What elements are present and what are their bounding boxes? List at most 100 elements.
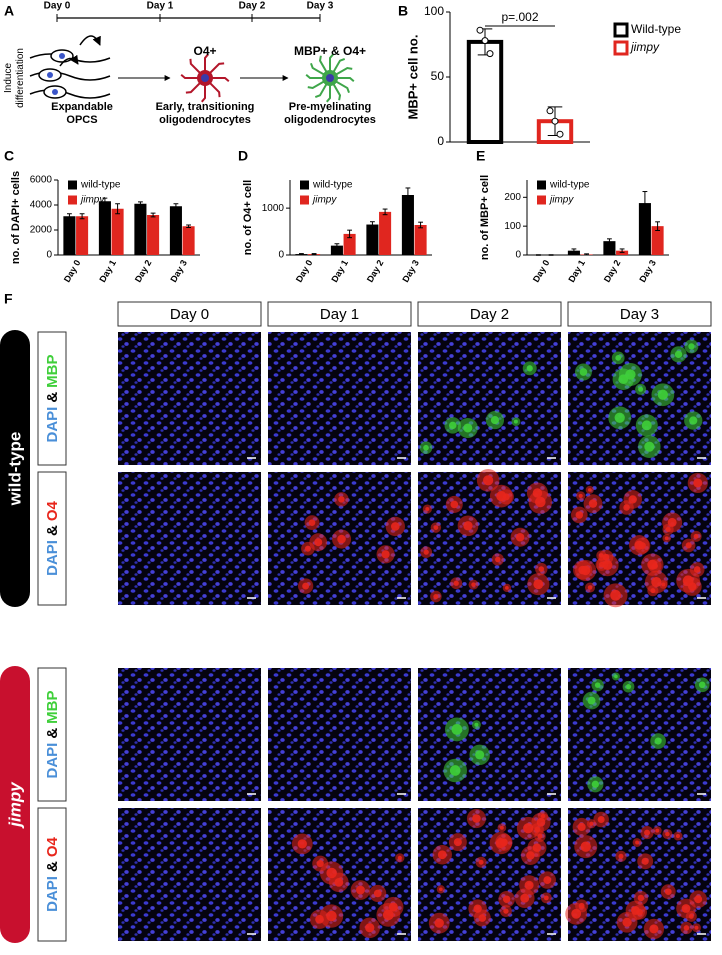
stain-part: MBP xyxy=(44,690,61,723)
micrograph xyxy=(268,668,411,801)
signal-core xyxy=(338,496,345,503)
micrograph xyxy=(418,332,561,465)
signal-core xyxy=(694,925,699,930)
signal-core xyxy=(575,511,584,519)
x-tick-label: Day 1 xyxy=(566,258,587,284)
timeline-label: Day 0 xyxy=(44,1,71,12)
bar xyxy=(343,233,356,255)
y-tick-label: 0 xyxy=(437,134,444,148)
micrograph-bg xyxy=(418,668,561,801)
o4-cell xyxy=(180,53,230,103)
panel-label: A xyxy=(4,3,14,19)
group-label: jimpy xyxy=(5,781,24,829)
mbp-cell xyxy=(305,53,355,103)
micrograph-bg xyxy=(268,668,411,801)
signal-core xyxy=(655,828,660,833)
column-header: Day 0 xyxy=(170,306,209,323)
signal-core xyxy=(647,559,658,570)
signal-core xyxy=(515,532,525,542)
signal-core xyxy=(638,542,646,550)
micrograph xyxy=(268,472,411,605)
micrograph xyxy=(418,469,561,605)
signal-core xyxy=(614,412,625,423)
stain-part: O4 xyxy=(44,836,61,857)
signal-core xyxy=(314,538,323,547)
signal-core xyxy=(675,833,680,839)
signal-core xyxy=(326,867,337,879)
signal-core xyxy=(365,923,375,933)
signal-core xyxy=(472,814,481,823)
y-tick-label: 1000 xyxy=(262,203,285,214)
stain-label-box xyxy=(37,807,67,942)
legend-label: wild-type xyxy=(80,180,121,191)
micrograph xyxy=(118,668,261,801)
signal-core xyxy=(499,825,504,830)
legend-label: wild-type xyxy=(549,180,590,191)
signal-core xyxy=(449,765,461,776)
signal-core xyxy=(453,838,462,847)
signal-core xyxy=(594,682,601,688)
signal-core xyxy=(625,369,636,380)
signal-core xyxy=(381,550,390,559)
micrograph-bg xyxy=(418,332,561,465)
y-axis-label: no. of O4+ cell xyxy=(242,180,254,256)
column-header-box xyxy=(417,301,562,327)
signal-core xyxy=(438,887,443,892)
diagram: Inducedifferentiation xyxy=(3,17,355,108)
bar xyxy=(182,226,195,255)
signal-core xyxy=(499,838,508,847)
signal-core xyxy=(433,593,439,600)
signal-core xyxy=(373,889,382,898)
micrograph xyxy=(268,808,411,941)
micrograph-bg xyxy=(118,472,261,605)
nucleus xyxy=(326,74,334,82)
y-tick-label: 100 xyxy=(504,221,521,232)
legend-label: Wild-type xyxy=(631,22,681,36)
stage-title: O4+ xyxy=(193,44,216,58)
micrograph xyxy=(568,668,711,801)
data-point xyxy=(476,26,484,34)
group-pill xyxy=(0,666,30,943)
signal-core xyxy=(496,491,507,502)
signal-core xyxy=(615,354,622,361)
signal-core xyxy=(478,859,484,865)
bar xyxy=(401,195,414,255)
signal-core xyxy=(495,556,501,563)
stain-part: O4 xyxy=(44,500,61,521)
stage-title: MBP+ & O4+ xyxy=(294,44,366,58)
y-tick-label: 200 xyxy=(504,192,521,203)
micrograph xyxy=(118,808,261,941)
signal-core xyxy=(683,925,690,931)
signal-core xyxy=(505,586,509,590)
signal-core xyxy=(681,904,691,913)
signal-core xyxy=(688,343,695,350)
signal-core xyxy=(578,902,585,909)
micrograph-bg xyxy=(118,332,261,465)
x-tick-label: Day 0 xyxy=(531,258,552,284)
data-point xyxy=(486,50,494,58)
signal-core xyxy=(674,350,683,359)
legend-swatch xyxy=(300,195,309,205)
x-tick-label: Day 2 xyxy=(602,258,623,284)
x-tick-label: Day 2 xyxy=(365,258,386,284)
micrograph-bg xyxy=(118,808,261,941)
signal-core xyxy=(463,423,473,433)
micrograph-bg xyxy=(118,668,261,801)
micrograph xyxy=(568,332,711,465)
bar xyxy=(366,224,379,255)
column-header-box xyxy=(117,301,262,327)
signal-core xyxy=(628,495,637,504)
signal-core xyxy=(315,914,324,924)
signal-core xyxy=(657,389,668,400)
stain-part: DAPI xyxy=(44,743,61,779)
stain-label-box xyxy=(37,331,67,466)
signal-core xyxy=(641,857,649,865)
y-tick-label: 100 xyxy=(424,4,444,18)
stage-caption: Expandable xyxy=(51,101,113,113)
signal-core xyxy=(526,851,535,860)
bar xyxy=(169,206,182,255)
bar xyxy=(98,201,111,255)
bar xyxy=(111,208,124,255)
signal-core xyxy=(614,674,618,679)
